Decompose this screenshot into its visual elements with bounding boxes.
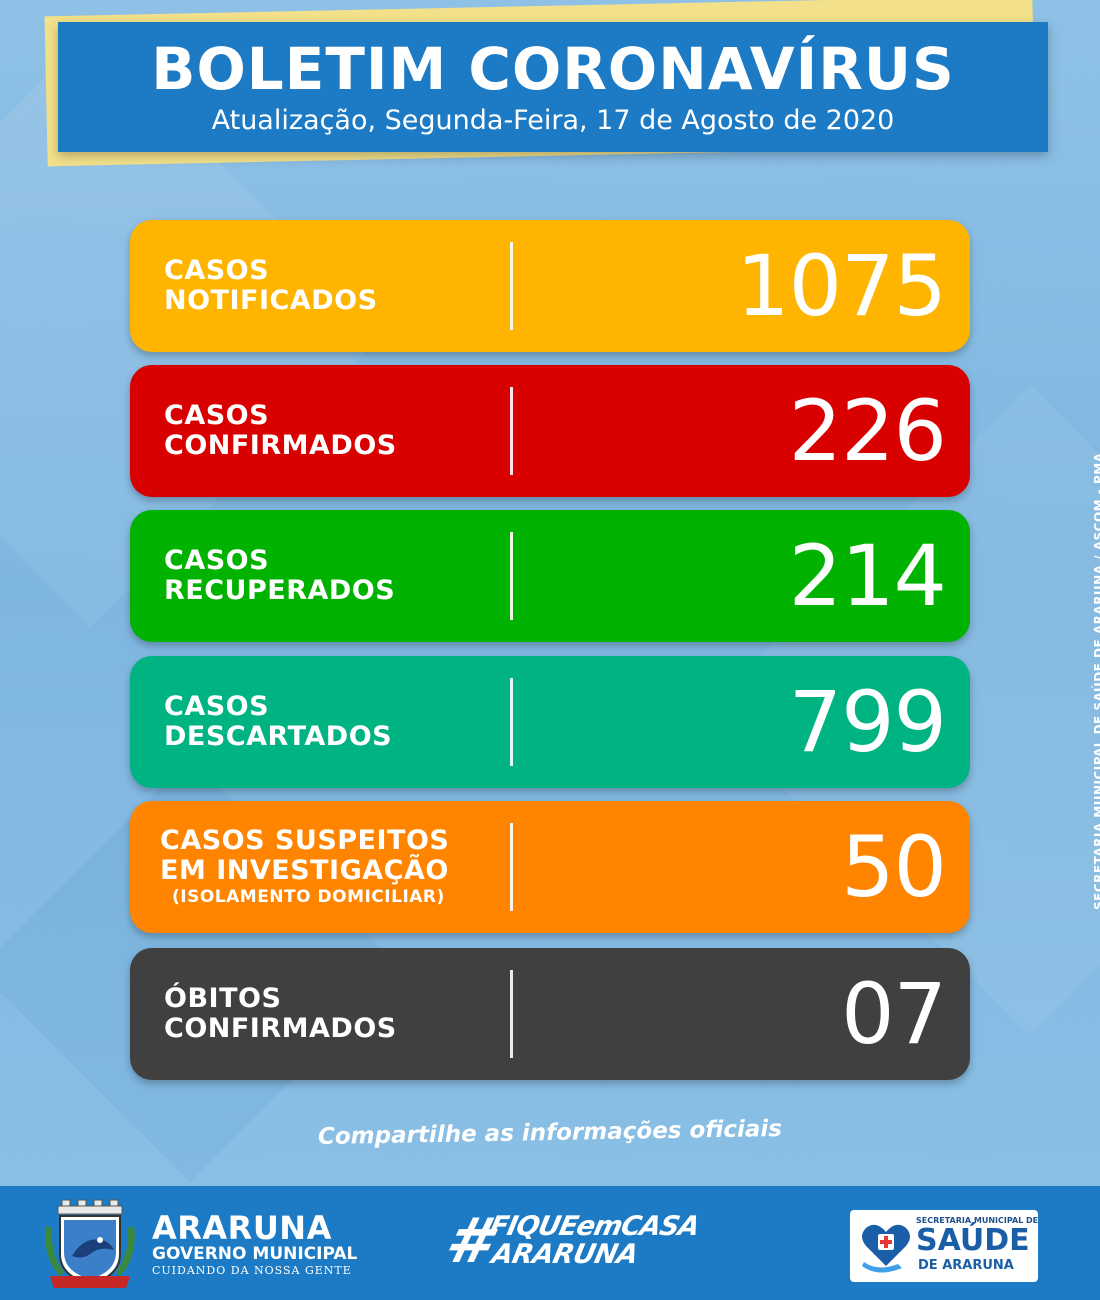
card-casos-confirmados: CASOS CONFIRMADOS 226 (130, 365, 970, 497)
card-obitos-confirmados: ÓBITOS CONFIRMADOS 07 (130, 948, 970, 1080)
city-logo-text: ARARUNA GOVERNO MUNICIPAL CUIDANDO DA NO… (152, 1212, 357, 1278)
card-value: 214 (788, 527, 947, 625)
card-value: 226 (788, 382, 947, 480)
saude-logo: SECRETARIA MUNICIPAL DE SAÚDE DE ARARUNA (850, 1210, 1038, 1282)
card-casos-notificados: CASOS NOTIFICADOS 1075 (130, 220, 970, 352)
card-label: ÓBITOS CONFIRMADOS (164, 948, 494, 1080)
hashtag-line1: FIQUEemCASA (486, 1211, 702, 1242)
city-government: GOVERNO MUNICIPAL (152, 1244, 358, 1264)
hashtag-logo: # FIQUEemCASA ARARUNA (437, 1204, 701, 1286)
card-label-line1: ÓBITOS (164, 983, 282, 1014)
card-casos-suspeitos: CASOS SUSPEITOS EM INVESTIGAÇÃO (ISOLAME… (130, 801, 970, 933)
card-label-line2: NOTIFICADOS (164, 285, 378, 316)
card-value: 07 (841, 965, 947, 1063)
page-title: BOLETIM CORONAVÍRUS (151, 35, 955, 103)
card-casos-descartados: CASOS DESCARTADOS 799 (130, 656, 970, 788)
card-label-line1: CASOS (164, 691, 270, 722)
card-label-line1: CASOS (164, 400, 270, 431)
card-label-line1: CASOS (164, 545, 270, 576)
card-value: 50 (841, 818, 947, 916)
card-value: 1075 (736, 237, 947, 335)
card-label-sub: (ISOLAMENTO DOMICILIAR) (172, 887, 445, 907)
header-banner: BOLETIM CORONAVÍRUS Atualização, Segunda… (58, 22, 1048, 152)
card-value: 799 (788, 673, 947, 771)
card-label: CASOS RECUPERADOS (164, 510, 494, 642)
saude-logo-main: SAÚDE (916, 1223, 1030, 1258)
card-label-line1: CASOS SUSPEITOS (160, 825, 450, 856)
footer-bar: ARARUNA GOVERNO MUNICIPAL CUIDANDO DA NO… (0, 1186, 1100, 1300)
card-divider (510, 242, 513, 330)
card-label-line2: CONFIRMADOS (164, 1013, 397, 1044)
health-heart-icon (862, 1224, 910, 1273)
city-motto: CUIDANDO DA NOSSA GENTE (152, 1264, 352, 1277)
card-label-line2: RECUPERADOS (164, 575, 396, 606)
card-label-line2: EM INVESTIGAÇÃO (160, 855, 449, 886)
card-label-line2: DESCARTADOS (164, 721, 393, 752)
card-label-line1: CASOS (164, 255, 270, 286)
card-label: CASOS NOTIFICADOS (164, 220, 494, 352)
card-label: CASOS DESCARTADOS (164, 656, 494, 788)
card-divider (510, 532, 513, 620)
card-label: CASOS SUSPEITOS EM INVESTIGAÇÃO (ISOLAME… (160, 801, 490, 933)
card-divider (510, 387, 513, 475)
card-divider (510, 970, 513, 1058)
side-credit: SECRETARIA MUNICIPAL DE SAÚDE DE ARARUNA… (1092, 452, 1100, 910)
card-casos-recuperados: CASOS RECUPERADOS 214 (130, 510, 970, 642)
card-divider (510, 823, 513, 911)
hashtag-line2: ARARUNA (488, 1239, 641, 1270)
saude-logo-sub: DE ARARUNA (918, 1258, 1014, 1273)
saude-logo-top: SECRETARIA MUNICIPAL DE (916, 1216, 1039, 1225)
share-message: Compartilhe as informações oficiais (317, 1115, 783, 1151)
update-date: Atualização, Segunda-Feira, 17 de Agosto… (211, 105, 895, 136)
city-name: ARARUNA (152, 1209, 332, 1247)
card-divider (510, 678, 513, 766)
araruna-crest-icon (45, 1199, 135, 1288)
card-label-line2: CONFIRMADOS (164, 430, 397, 461)
card-label: CASOS CONFIRMADOS (164, 365, 494, 497)
